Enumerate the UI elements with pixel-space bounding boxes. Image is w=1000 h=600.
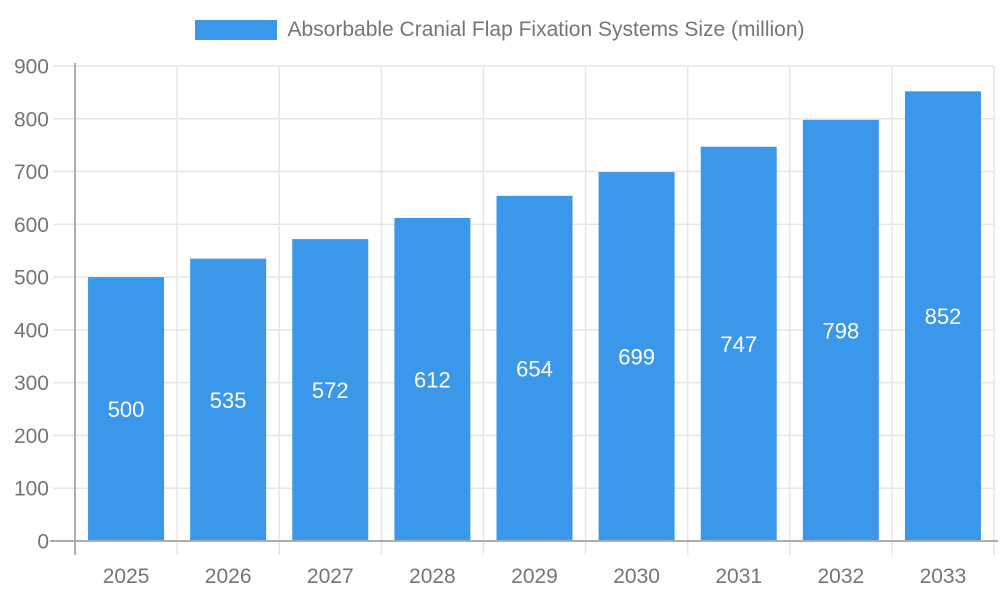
bar-value-label: 612 <box>414 368 451 393</box>
legend-swatch-icon <box>195 20 278 40</box>
y-tick-label: 800 <box>14 108 49 131</box>
y-tick-label: 600 <box>14 214 49 237</box>
bar-value-label: 500 <box>108 397 145 422</box>
bar <box>292 239 369 541</box>
bar-value-label: 699 <box>618 345 655 370</box>
legend-label: Absorbable Cranial Flap Fixation Systems… <box>287 18 805 41</box>
bar-value-label: 572 <box>312 378 349 403</box>
y-tick-label: 400 <box>14 319 49 342</box>
x-tick-label: 2026 <box>205 565 252 588</box>
y-tick-label: 100 <box>14 478 49 501</box>
bar-value-label: 654 <box>516 356 553 381</box>
bar <box>394 218 471 541</box>
x-tick-label: 2028 <box>409 565 456 588</box>
x-tick-label: 2029 <box>511 565 558 588</box>
bar-value-label: 535 <box>210 388 247 413</box>
x-tick-label: 2032 <box>817 565 864 588</box>
bar-value-label: 852 <box>925 304 962 329</box>
x-tick-label: 2030 <box>613 565 660 588</box>
x-tick-label: 2025 <box>103 565 150 588</box>
y-tick-label: 900 <box>14 56 49 79</box>
y-tick-label: 500 <box>14 267 49 290</box>
bar-value-label: 747 <box>720 332 757 357</box>
y-tick-label: 300 <box>14 372 49 395</box>
y-tick-label: 200 <box>14 425 49 448</box>
bar <box>598 172 675 542</box>
bar <box>496 195 573 542</box>
bar-value-label: 798 <box>822 318 859 343</box>
bar <box>904 91 981 541</box>
bar <box>190 258 267 541</box>
bar <box>88 277 165 541</box>
x-tick-label: 2033 <box>920 565 967 588</box>
bar <box>802 119 879 541</box>
y-tick-label: 0 <box>37 531 49 554</box>
bar <box>700 146 777 541</box>
x-tick-label: 2031 <box>715 565 762 588</box>
y-tick-label: 700 <box>14 161 49 184</box>
x-tick-label: 2027 <box>307 565 354 588</box>
chart-legend: Absorbable Cranial Flap Fixation Systems… <box>0 18 1000 42</box>
legend-item[interactable]: Absorbable Cranial Flap Fixation Systems… <box>195 18 805 42</box>
